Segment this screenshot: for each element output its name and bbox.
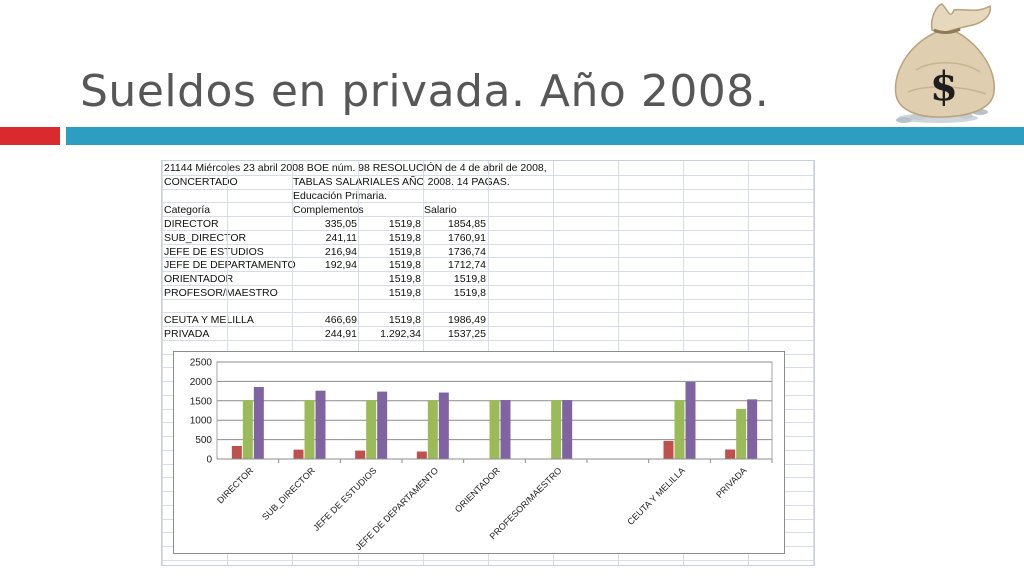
x-tick-label: PRIVADA (714, 465, 749, 500)
y-tick-label: 1500 (190, 396, 213, 407)
cell-base: 1519,8 (388, 273, 421, 285)
cell-salario: 1736,74 (448, 245, 486, 258)
sheet-header-line: 21144 Miércoles 23 abril 2008 BOE núm. 9… (164, 162, 547, 174)
bar (489, 400, 500, 459)
cell-categoria: PROFESOR/MAESTRO (164, 286, 278, 299)
sheet-gridline-h (162, 559, 814, 561)
cell-salario: 1537,25 (448, 328, 486, 340)
bar (416, 451, 427, 459)
bar (500, 400, 511, 459)
sheet-header-tablas: TABLAS SALARIALES AÑO 2008. 14 PAGAS. (293, 176, 510, 188)
cell-categoria: PRIVADA (164, 328, 210, 340)
sheet-gridline-h (162, 326, 814, 327)
cell-salario: 1854,85 (448, 218, 486, 230)
cell-base: 1519,8 (388, 231, 421, 244)
y-tick-label: 2500 (190, 358, 213, 369)
cell-base: 1519,8 (388, 218, 421, 230)
y-tick-label: 0 (206, 455, 212, 466)
sheet-gridline-h (162, 174, 814, 176)
x-tick-label: ORIENTADOR (453, 465, 502, 514)
sheet-gridline-h (162, 339, 814, 341)
column-header-complementos: Complementos (293, 204, 364, 216)
sheet-gridline-h (162, 284, 814, 286)
bar (427, 400, 438, 459)
bar-chart: 0 500 1000 1500 2000 2500 DIRECTOR SUB_DIRECTOR… (190, 358, 773, 552)
x-tick-label: PROFESOR/MAESTRO (488, 465, 564, 541)
bar (366, 400, 377, 459)
sheet-gridline-h (162, 229, 814, 231)
bar (253, 387, 264, 459)
sheet-gridline-h (162, 216, 814, 217)
svg-text:$: $ (930, 63, 958, 110)
cell-salario: 1519,8 (453, 273, 486, 285)
cell-salario: 1986,49 (448, 314, 486, 327)
bar (663, 440, 674, 459)
cell-complementos: 241,11 (325, 231, 357, 244)
bar (315, 390, 326, 459)
bar (293, 449, 304, 459)
bar (674, 400, 685, 459)
cell-categoria: CEUTA Y MELILLA (164, 314, 254, 327)
bar (242, 400, 253, 459)
sheet-gridline-h (162, 312, 814, 314)
cell-categoria: DIRECTOR (164, 218, 219, 230)
sheet-gridline-h (162, 188, 814, 190)
cell-base: 1519,8 (388, 286, 421, 299)
cell-categoria: JEFE DE ESTUDIOS (164, 245, 264, 258)
sheet-gridline-h (162, 202, 814, 204)
cell-base: 1519,8 (388, 245, 421, 258)
chart-area: 0 500 1000 1500 2000 2500 DIRECTOR SUB_DIRECTOR… (173, 351, 785, 554)
cell-complementos: 335,05 (324, 218, 357, 230)
bar (304, 400, 315, 459)
sheet-gridline-h (162, 271, 814, 272)
sheet-gridline-v (813, 161, 814, 565)
column-header-salario: Salario (424, 204, 457, 216)
x-tick-label: JEFE DE ESTUDIOS (311, 465, 379, 533)
bar (377, 391, 388, 459)
bar (725, 449, 736, 459)
bar (355, 450, 366, 459)
cell-salario: 1712,74 (448, 259, 486, 272)
cell-categoria: SUB_DIRECTOR (164, 231, 247, 244)
cell-categoria: ORIENTADOR (164, 273, 234, 285)
bar (747, 399, 758, 459)
cell-categoria: JEFE DE DEPARTAMENTO (164, 259, 296, 272)
bar (438, 392, 449, 459)
cell-base: 1519,8 (388, 314, 421, 327)
sheet-gridline-h (162, 257, 814, 259)
bar (685, 381, 696, 459)
bar (562, 400, 573, 459)
money-bag-icon: $ (894, 3, 995, 123)
slide-title: Sueldos en privada. Año 2008. (80, 66, 770, 117)
bar (231, 446, 242, 459)
y-tick-label: 2000 (190, 377, 213, 388)
bar (736, 408, 747, 459)
cell-salario: 1760,91 (448, 231, 486, 244)
sheet-header-concertado: CONCERTADO (164, 176, 238, 188)
cell-complementos: 216,94 (324, 245, 357, 258)
cell-complementos: 192,94 (324, 259, 357, 272)
accent-bar-teal (66, 127, 1024, 145)
accent-bar-red (0, 127, 60, 145)
column-header-categoria: Categoría (164, 204, 211, 216)
y-tick-label: 1000 (190, 416, 213, 427)
bar (551, 400, 562, 459)
cell-base: 1.292,34 (380, 328, 421, 340)
sheet-gridline-v (162, 161, 163, 565)
sheet-gridline-h (162, 243, 814, 245)
cell-complementos: 466,69 (324, 314, 357, 327)
cell-base: 1519,8 (388, 259, 421, 272)
y-tick-label: 500 (195, 435, 212, 446)
x-tick-label: SUB_DIRECTOR (260, 465, 317, 522)
sheet-header-educacion: Educación Primaria. (293, 190, 387, 202)
cell-salario: 1519,8 (453, 286, 486, 299)
sheet-gridline-h (162, 298, 814, 300)
x-tick-label: DIRECTOR (215, 465, 256, 506)
cell-complementos: 244,91 (324, 328, 357, 340)
x-tick-label: CEUTA Y MELILLA (625, 465, 687, 527)
